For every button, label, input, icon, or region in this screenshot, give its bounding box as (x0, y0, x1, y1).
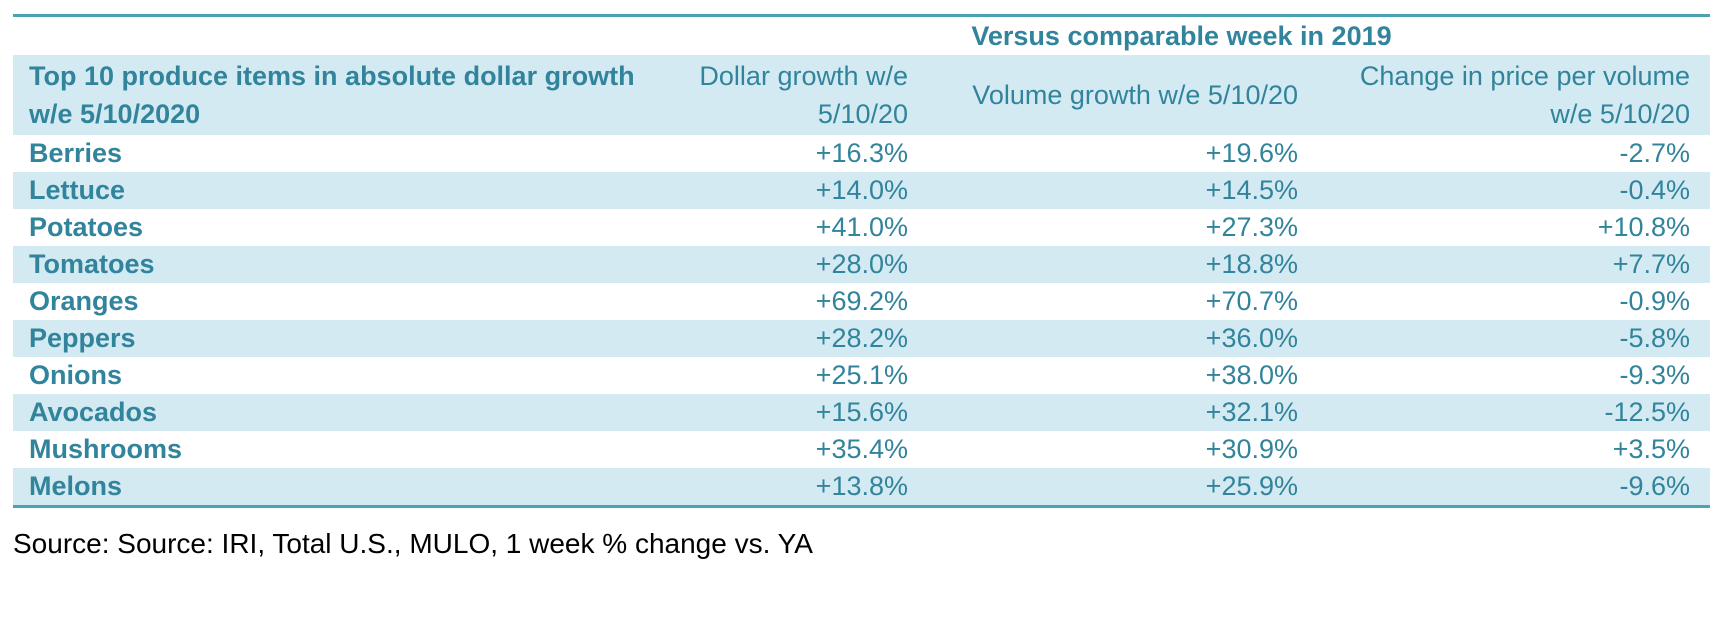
table-row: Lettuce +14.0% +14.5% -0.4% (13, 172, 1711, 209)
item-cell: Berries (13, 135, 653, 172)
column-header-item: Top 10 produce items in absolute dollar … (13, 55, 653, 135)
super-header-spacer (13, 14, 653, 55)
price-change-cell: -5.8% (1318, 320, 1711, 357)
table-row: Peppers +28.2% +36.0% -5.8% (13, 320, 1711, 357)
item-cell: Onions (13, 357, 653, 394)
item-cell: Avocados (13, 394, 653, 431)
dollar-growth-cell: +35.4% (653, 431, 928, 468)
price-change-cell: -9.6% (1318, 468, 1711, 508)
dollar-growth-cell: +25.1% (653, 357, 928, 394)
volume-growth-cell: +25.9% (928, 468, 1318, 508)
table-row: Oranges +69.2% +70.7% -0.9% (13, 283, 1711, 320)
price-change-cell: +7.7% (1318, 246, 1711, 283)
table-row: Avocados +15.6% +32.1% -12.5% (13, 394, 1711, 431)
volume-growth-cell: +70.7% (928, 283, 1318, 320)
volume-growth-cell: +38.0% (928, 357, 1318, 394)
item-cell: Melons (13, 468, 653, 508)
table-row: Mushrooms +35.4% +30.9% +3.5% (13, 431, 1711, 468)
table-row: Tomatoes +28.0% +18.8% +7.7% (13, 246, 1711, 283)
volume-growth-cell: +14.5% (928, 172, 1318, 209)
item-cell: Potatoes (13, 209, 653, 246)
item-cell: Peppers (13, 320, 653, 357)
dollar-growth-cell: +28.0% (653, 246, 928, 283)
column-header-row: Top 10 produce items in absolute dollar … (13, 55, 1711, 135)
volume-growth-cell: +36.0% (928, 320, 1318, 357)
price-change-cell: -12.5% (1318, 394, 1711, 431)
item-cell: Oranges (13, 283, 653, 320)
column-header-volume-growth: Volume growth w/e 5/10/20 (928, 55, 1318, 135)
super-header: Versus comparable week in 2019 (653, 14, 1711, 55)
produce-growth-table: Versus comparable week in 2019 Top 10 pr… (13, 14, 1711, 508)
price-change-cell: +3.5% (1318, 431, 1711, 468)
volume-growth-cell: +30.9% (928, 431, 1318, 468)
table-row: Berries +16.3% +19.6% -2.7% (13, 135, 1711, 172)
volume-growth-cell: +19.6% (928, 135, 1318, 172)
produce-growth-table-container: Versus comparable week in 2019 Top 10 pr… (13, 14, 1711, 508)
dollar-growth-cell: +14.0% (653, 172, 928, 209)
price-change-cell: +10.8% (1318, 209, 1711, 246)
dollar-growth-cell: +15.6% (653, 394, 928, 431)
price-change-cell: -0.4% (1318, 172, 1711, 209)
dollar-growth-cell: +41.0% (653, 209, 928, 246)
dollar-growth-cell: +69.2% (653, 283, 928, 320)
item-cell: Mushrooms (13, 431, 653, 468)
volume-growth-cell: +18.8% (928, 246, 1318, 283)
table-row: Potatoes +41.0% +27.3% +10.8% (13, 209, 1711, 246)
volume-growth-cell: +32.1% (928, 394, 1318, 431)
price-change-cell: -2.7% (1318, 135, 1711, 172)
column-header-price-change: Change in price per volume w/e 5/10/20 (1318, 55, 1711, 135)
column-header-dollar-growth: Dollar growth w/e 5/10/20 (653, 55, 928, 135)
table-row: Melons +13.8% +25.9% -9.6% (13, 468, 1711, 508)
table-row: Onions +25.1% +38.0% -9.3% (13, 357, 1711, 394)
price-change-cell: -9.3% (1318, 357, 1711, 394)
item-cell: Tomatoes (13, 246, 653, 283)
item-cell: Lettuce (13, 172, 653, 209)
dollar-growth-cell: +28.2% (653, 320, 928, 357)
super-header-row: Versus comparable week in 2019 (13, 14, 1711, 55)
dollar-growth-cell: +13.8% (653, 468, 928, 508)
price-change-cell: -0.9% (1318, 283, 1711, 320)
dollar-growth-cell: +16.3% (653, 135, 928, 172)
source-note: Source: Source: IRI, Total U.S., MULO, 1… (13, 528, 813, 559)
table-body: Berries +16.3% +19.6% -2.7% Lettuce +14.… (13, 135, 1711, 508)
volume-growth-cell: +27.3% (928, 209, 1318, 246)
